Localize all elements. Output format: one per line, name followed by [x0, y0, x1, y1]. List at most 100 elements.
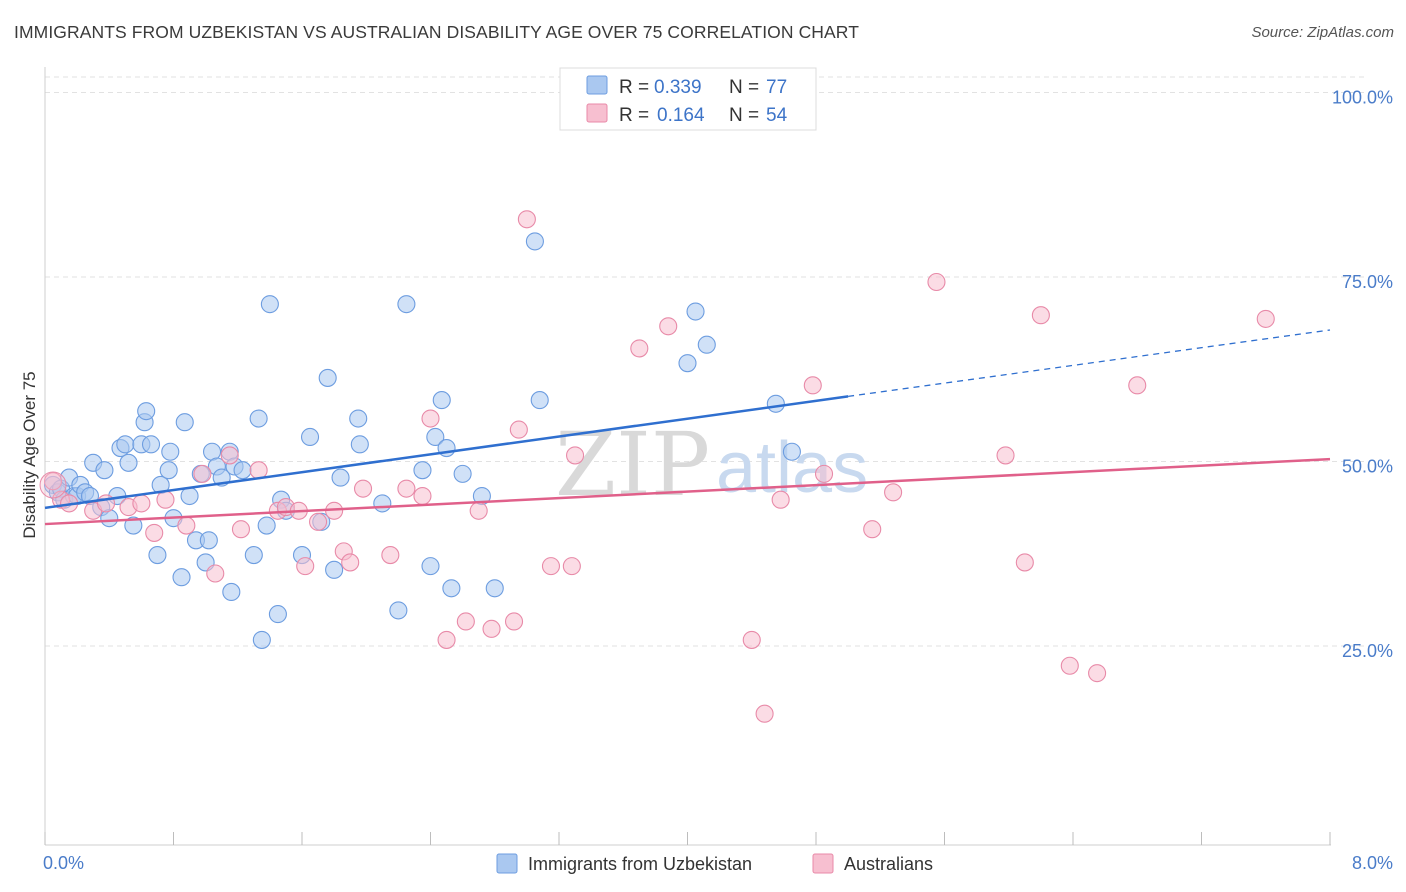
- data-point-australians-19: [309, 512, 328, 531]
- data-point-uzbekistan-29: [175, 413, 194, 432]
- data-point-australians-23: [353, 479, 373, 498]
- data-point-australians-26: [413, 486, 432, 506]
- data-point-australians-33: [509, 420, 528, 439]
- data-point-australians-7: [145, 523, 164, 542]
- source-label: Source: ZipAtlas.com: [1251, 24, 1394, 41]
- data-point-australians-50: [1031, 306, 1050, 325]
- data-point-uzbekistan-30: [180, 486, 199, 506]
- data-point-uzbekistan-51: [300, 427, 320, 447]
- data-point-uzbekistan-13: [100, 509, 119, 528]
- data-point-uzbekistan-71: [530, 391, 549, 410]
- data-point-uzbekistan-62: [421, 557, 440, 576]
- y-tick-label-75: 75.0%: [1342, 272, 1393, 292]
- data-point-australians-10: [193, 464, 212, 483]
- data-point-australians-45: [863, 520, 882, 539]
- data-point-uzbekistan-67: [453, 464, 472, 483]
- data-point-australians-36: [562, 557, 581, 576]
- data-point-australians-32: [504, 612, 524, 631]
- data-point-uzbekistan-34: [199, 531, 218, 550]
- data-point-australians-44: [814, 464, 834, 483]
- data-point-uzbekistan-46: [260, 295, 279, 314]
- data-point-uzbekistan-74: [697, 335, 716, 354]
- data-point-australians-11: [206, 564, 225, 583]
- legend-n-label-1: N =: [729, 77, 759, 98]
- data-point-uzbekistan-73: [686, 302, 705, 321]
- data-point-australians-24: [381, 546, 400, 565]
- data-point-australians-6: [132, 494, 151, 513]
- data-point-australians-40: [742, 630, 761, 649]
- data-point-uzbekistan-45: [257, 516, 276, 535]
- y-tick-label-100: 100.0%: [1332, 88, 1393, 108]
- data-point-uzbekistan-44: [252, 630, 271, 649]
- data-point-uzbekistan-57: [350, 435, 369, 454]
- data-point-uzbekistan-28: [172, 568, 191, 587]
- data-point-uzbekistan-26: [161, 442, 180, 461]
- data-point-australians-30: [469, 501, 488, 520]
- data-point-australians-41: [755, 704, 774, 723]
- data-point-uzbekistan-66: [442, 579, 461, 598]
- data-point-uzbekistan-69: [485, 579, 504, 598]
- data-point-uzbekistan-59: [373, 494, 392, 513]
- data-point-australians-25: [397, 479, 416, 498]
- data-point-uzbekistan-47: [268, 605, 287, 624]
- watermark-atlas: atlas: [716, 428, 868, 508]
- data-point-uzbekistan-23: [148, 546, 167, 565]
- legend-r-value-2: 0.164: [657, 105, 705, 126]
- data-point-australians-12: [220, 446, 239, 465]
- data-point-australians-0: [43, 472, 63, 491]
- data-point-uzbekistan-17: [119, 453, 138, 472]
- trendline-uzbekistan: [44, 395, 849, 510]
- data-points: [39, 210, 1275, 723]
- trendline-australians: [44, 457, 1331, 526]
- data-point-australians-29: [456, 612, 475, 631]
- legend-r-label-2: R =: [619, 105, 649, 126]
- data-point-uzbekistan-75: [766, 394, 785, 413]
- data-point-australians-34: [517, 210, 536, 229]
- bottom-legend-label-australians: Australians: [844, 854, 933, 874]
- trendline-uzbekistan-extension: [848, 329, 1331, 398]
- bottom-legend-swatch-australians: [812, 853, 834, 874]
- y-tick-label-50: 50.0%: [1342, 457, 1393, 477]
- data-point-uzbekistan-60: [397, 295, 416, 314]
- data-point-uzbekistan-76: [782, 442, 801, 461]
- data-point-australians-47: [927, 272, 946, 292]
- data-point-uzbekistan-72: [678, 354, 697, 373]
- data-point-australians-48: [996, 446, 1015, 465]
- chart-title: IMMIGRANTS FROM UZBEKISTAN VS AUSTRALIAN…: [14, 22, 860, 42]
- legend-swatch-pink: [586, 103, 608, 123]
- data-point-australians-28: [437, 630, 456, 649]
- data-point-australians-38: [630, 339, 649, 358]
- data-point-uzbekistan-61: [413, 461, 432, 480]
- legend-n-value-1: 77: [766, 77, 787, 98]
- grid-lines: [45, 76, 1365, 647]
- data-point-cluster-origin: [39, 471, 67, 499]
- bottom-legend-label-uzbekistan: Immigrants from Uzbekistan: [528, 854, 752, 874]
- data-point-uzbekistan-55: [331, 468, 350, 487]
- data-point-uzbekistan-58: [389, 601, 408, 620]
- legend-n-value-2: 54: [766, 105, 788, 126]
- data-point-uzbekistan-54: [325, 560, 344, 579]
- watermark-zip: ZIP: [555, 413, 710, 516]
- data-point-australians-39: [659, 317, 678, 336]
- data-point-australians-27: [421, 409, 440, 428]
- data-point-australians-8: [156, 490, 175, 509]
- data-point-australians-9: [177, 516, 196, 535]
- data-point-uzbekistan-64: [432, 391, 451, 410]
- y-axis-label: Disability Age Over 75: [20, 371, 39, 538]
- data-point-uzbekistan-22: [141, 435, 161, 454]
- data-point-uzbekistan-70: [525, 232, 544, 251]
- axes: [44, 67, 1331, 846]
- data-point-uzbekistan-39: [222, 582, 241, 602]
- data-point-uzbekistan-53: [318, 368, 337, 387]
- legend-r-value-1: 0.339: [654, 77, 702, 98]
- data-point-australians-43: [803, 376, 822, 395]
- data-point-uzbekistan-63: [426, 427, 445, 447]
- bottom-legend-swatch-uzbekistan: [496, 853, 518, 874]
- data-point-uzbekistan-43: [249, 409, 268, 428]
- data-point-australians-18: [296, 557, 315, 576]
- trend-lines: [44, 329, 1331, 526]
- data-point-uzbekistan-16: [116, 435, 135, 454]
- data-point-australians-49: [1015, 553, 1034, 572]
- data-point-uzbekistan-18: [124, 516, 143, 535]
- legend-r-label-1: R =: [619, 77, 649, 98]
